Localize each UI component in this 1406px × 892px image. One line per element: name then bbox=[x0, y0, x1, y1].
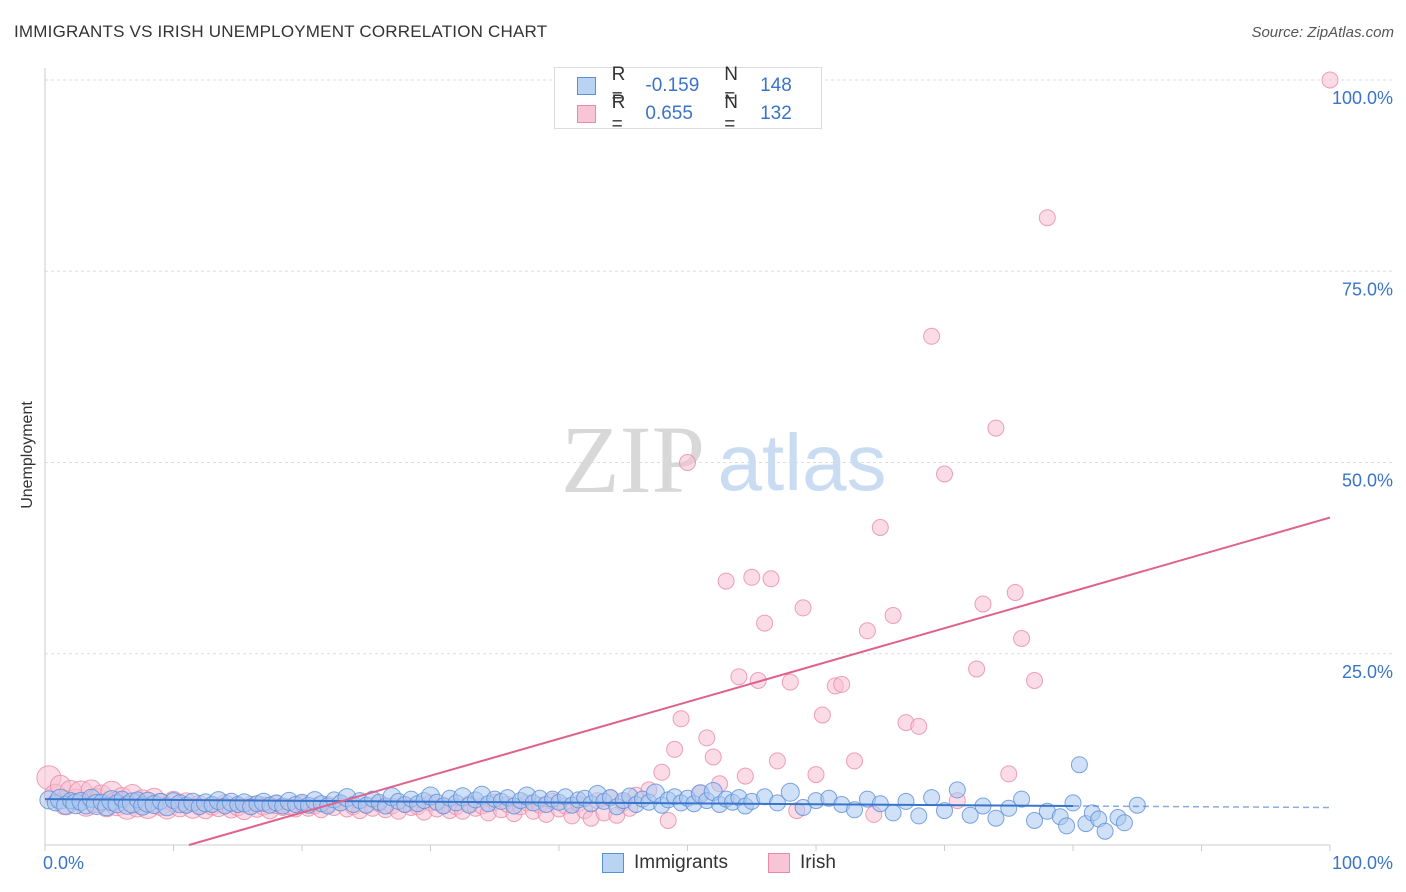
watermark-atlas: atlas bbox=[718, 418, 887, 507]
legend-swatch-immigrants bbox=[602, 853, 624, 873]
source-label: Source: ZipAtlas.com bbox=[1251, 24, 1394, 41]
legend-n-label: N = bbox=[724, 64, 739, 107]
irish-point bbox=[749, 672, 767, 689]
grid-lines bbox=[45, 79, 1395, 655]
irish-point bbox=[807, 766, 825, 784]
legend-swatch-irish bbox=[768, 853, 790, 873]
legend-r-label: R = bbox=[611, 92, 626, 135]
irish-point bbox=[1026, 672, 1043, 689]
irish-point bbox=[659, 812, 677, 829]
legend-label-irish: Irish bbox=[800, 852, 836, 873]
irish-point bbox=[762, 570, 780, 588]
immigrants-point bbox=[1000, 799, 1018, 817]
irish-point bbox=[781, 673, 799, 691]
immigrants-point bbox=[1070, 756, 1088, 774]
legend-item-irish[interactable]: Irish bbox=[768, 852, 836, 874]
immigrants-point bbox=[897, 792, 915, 810]
irish-point bbox=[884, 607, 902, 624]
irish-point bbox=[730, 668, 748, 686]
legend-r-value: 0.655 bbox=[645, 103, 693, 124]
irish-point bbox=[1000, 765, 1018, 783]
irish-point bbox=[679, 454, 696, 471]
legend-item-immigrants[interactable]: Immigrants bbox=[602, 852, 728, 874]
correlation-legend: R = -0.159 N = 148 R = 0.655 N = 132 bbox=[554, 64, 822, 135]
immigrants-point bbox=[846, 801, 863, 819]
irish-point bbox=[846, 752, 863, 770]
immigrants-point bbox=[1115, 814, 1133, 832]
irish-point bbox=[794, 599, 812, 617]
irish-point bbox=[923, 327, 941, 345]
tick-labels: 25.0% 50.0% 75.0% 100.0% 0.0% 100.0% bbox=[43, 88, 1393, 873]
immigrants-point bbox=[987, 809, 1005, 827]
legend-row-irish: R = 0.655 N = 132 bbox=[577, 92, 821, 135]
series-legend: Immigrants Irish bbox=[0, 852, 1406, 878]
irish-point bbox=[1006, 584, 1024, 601]
legend-r-value: -0.159 bbox=[645, 75, 700, 96]
immigrants-point bbox=[1026, 812, 1043, 829]
x-tick-label: 0.0% bbox=[43, 853, 84, 873]
immigrants-point bbox=[884, 804, 902, 822]
legend-label-immigrants: Immigrants bbox=[634, 852, 728, 873]
immigrants-point bbox=[923, 789, 941, 807]
legend-swatch-irish bbox=[577, 105, 596, 123]
irish-point bbox=[666, 740, 684, 758]
legend-swatch-immigrants bbox=[577, 77, 596, 95]
immigrants-point bbox=[1128, 796, 1146, 814]
irish-point bbox=[1013, 630, 1031, 647]
chart-title: IMMIGRANTS VS IRISH UNEMPLOYMENT CORRELA… bbox=[14, 22, 548, 41]
irish-point bbox=[1038, 209, 1056, 227]
irish-point bbox=[756, 614, 774, 632]
immigrants-trend-line bbox=[44, 798, 1074, 807]
irish-point bbox=[698, 729, 716, 747]
irish-point bbox=[704, 748, 722, 766]
legend-r-label: R = bbox=[611, 64, 626, 107]
irish-point bbox=[974, 595, 992, 613]
immigrants-point bbox=[910, 807, 928, 825]
legend-n-label: N = bbox=[724, 92, 739, 135]
x-tick-label: 100.0% bbox=[1332, 853, 1393, 873]
immigrants-point bbox=[780, 782, 800, 802]
immigrants-point bbox=[768, 794, 786, 812]
y-tick-label: 50.0% bbox=[1342, 471, 1393, 491]
irish-point bbox=[910, 717, 928, 735]
y-tick-label: 25.0% bbox=[1342, 662, 1393, 682]
irish-point bbox=[672, 710, 690, 728]
irish-point bbox=[653, 763, 671, 781]
irish-point bbox=[736, 767, 754, 785]
series-immigrants-points bbox=[39, 756, 1146, 840]
immigrants-point bbox=[948, 781, 966, 799]
irish-point bbox=[871, 519, 889, 536]
y-tick-label: 75.0% bbox=[1342, 279, 1393, 299]
legend-row-immigrants: R = -0.159 N = 148 bbox=[577, 64, 821, 107]
irish-point bbox=[858, 622, 876, 640]
y-tick-label: 100.0% bbox=[1332, 88, 1393, 108]
irish-point bbox=[813, 706, 831, 724]
trend-lines bbox=[44, 516, 1331, 846]
immigrants-point bbox=[1013, 790, 1031, 808]
irish-point bbox=[968, 660, 986, 678]
immigrants-point bbox=[1064, 794, 1082, 812]
irish-point bbox=[768, 752, 786, 770]
irish-point bbox=[987, 419, 1005, 437]
immigrants-point bbox=[961, 806, 979, 824]
axes bbox=[44, 68, 1331, 851]
irish-point bbox=[833, 675, 851, 693]
legend-n-value: 132 bbox=[760, 103, 792, 124]
irish-trend-line bbox=[188, 516, 1331, 846]
irish-point bbox=[743, 568, 761, 586]
legend-n-value: 148 bbox=[760, 75, 792, 96]
immigrants-trend-extension bbox=[1072, 805, 1331, 809]
immigrants-point bbox=[1096, 822, 1114, 840]
irish-point bbox=[717, 572, 735, 590]
immigrants-point bbox=[1058, 817, 1076, 835]
immigrants-point bbox=[936, 802, 953, 820]
irish-point bbox=[1321, 71, 1339, 89]
irish-point bbox=[936, 465, 953, 483]
watermark: ZIP atlas bbox=[561, 406, 886, 513]
